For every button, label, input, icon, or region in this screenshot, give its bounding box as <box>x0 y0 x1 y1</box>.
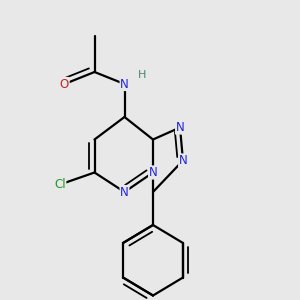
Text: N: N <box>120 77 129 91</box>
Text: Cl: Cl <box>54 178 66 191</box>
Text: N: N <box>176 121 184 134</box>
Text: N: N <box>120 185 129 199</box>
Text: H: H <box>138 70 147 80</box>
Text: O: O <box>60 77 69 91</box>
Text: N: N <box>148 166 158 179</box>
Text: N: N <box>178 154 188 167</box>
